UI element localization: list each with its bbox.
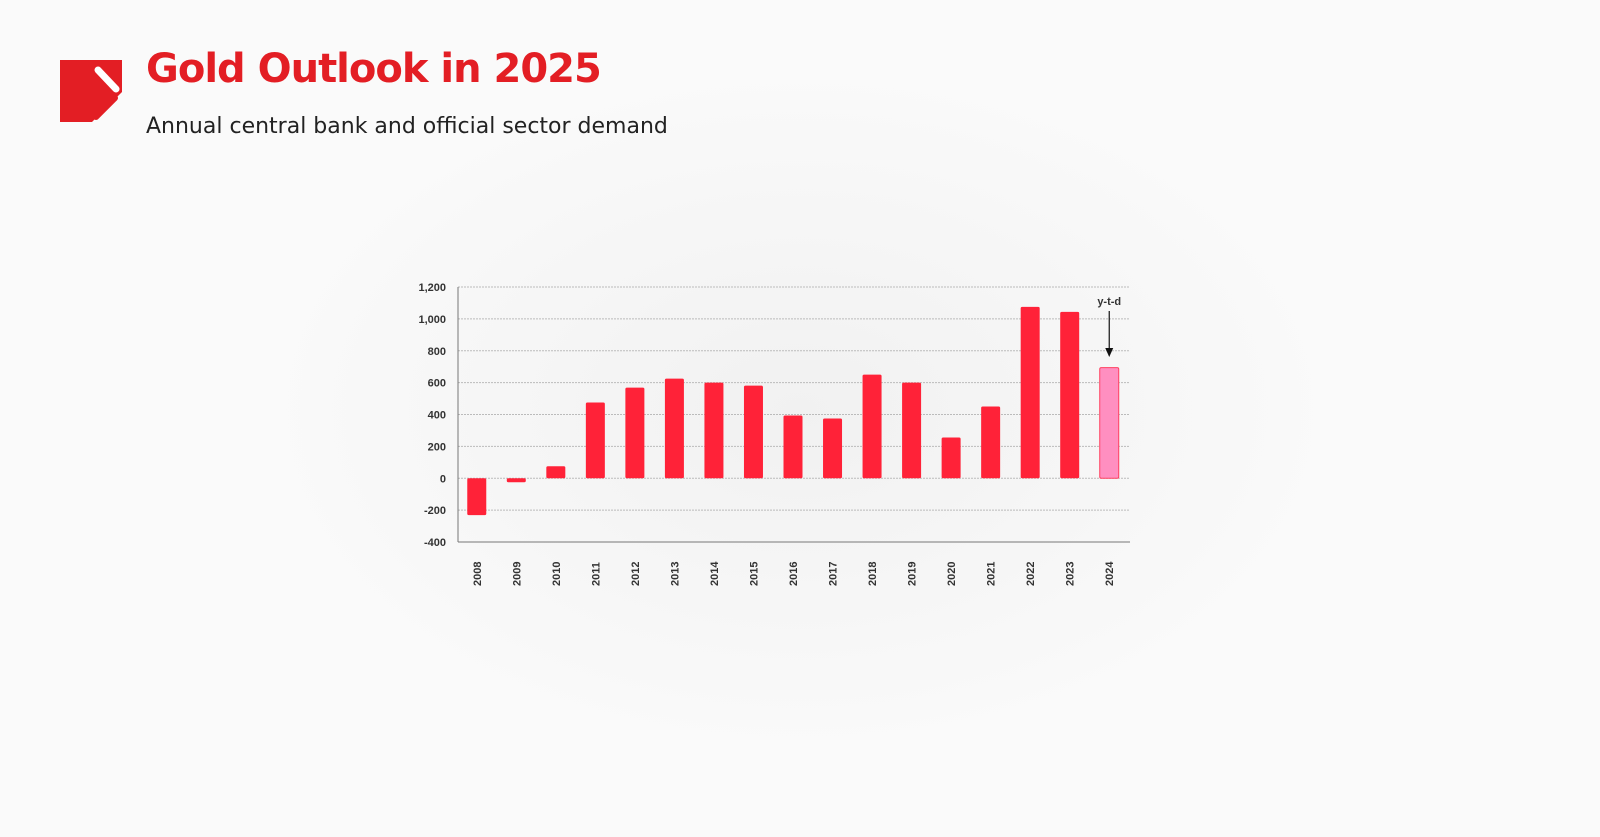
x-tick-label: 2016 <box>788 562 800 586</box>
brand-logo <box>60 60 122 122</box>
x-tick-label: 2011 <box>590 562 602 586</box>
y-tick-label: 800 <box>428 346 446 358</box>
x-tick-label: 2019 <box>907 562 919 586</box>
bar-2017 <box>823 418 843 479</box>
page-title: Gold Outlook in 2025 <box>146 46 602 92</box>
background-decoration <box>250 60 1350 760</box>
x-tick-label: 2017 <box>828 562 840 586</box>
y-tick-label: 1,200 <box>418 282 446 294</box>
bar-2013 <box>664 378 684 479</box>
bar-2022 <box>1020 306 1040 479</box>
bar-2019 <box>902 382 922 479</box>
x-tick-label: 2018 <box>867 562 879 586</box>
y-tick-label: 0 <box>440 473 446 485</box>
page-subtitle: Annual central bank and official sector … <box>146 114 668 139</box>
x-tick-label: 2014 <box>709 561 721 586</box>
bar-2011 <box>585 402 605 479</box>
bar-2010 <box>546 466 566 479</box>
bar-2023 <box>1060 311 1080 479</box>
y-tick-label: 1,000 <box>418 314 446 326</box>
x-tick-label: 2023 <box>1065 562 1077 586</box>
x-tick-label: 2021 <box>986 562 998 586</box>
bar-2020 <box>941 437 961 479</box>
y-tick-label: 600 <box>428 378 446 390</box>
bar-2008 <box>467 478 487 516</box>
x-tick-label: 2015 <box>748 562 760 586</box>
y-tick-label: -400 <box>424 537 446 549</box>
x-tick-label: 2024 <box>1104 561 1116 586</box>
bar-2018 <box>862 374 882 479</box>
arrow-head-icon <box>1105 348 1114 357</box>
y-tick-label: -200 <box>424 505 446 517</box>
bar-2014 <box>704 382 724 479</box>
y-tick-label: 200 <box>428 441 446 453</box>
ytd-annotation: y-t-d <box>1097 296 1121 308</box>
x-tick-label: 2012 <box>630 562 642 586</box>
x-tick-label: 2013 <box>669 562 681 586</box>
x-tick-label: 2020 <box>946 562 958 586</box>
bar-2021 <box>981 406 1001 479</box>
y-tick-label: 400 <box>428 410 446 422</box>
bar-2015 <box>743 385 763 479</box>
bar-2016 <box>783 415 803 479</box>
x-tick-label: 2022 <box>1025 562 1037 586</box>
bar-2024 <box>1099 367 1120 479</box>
x-tick-label: 2010 <box>551 562 563 586</box>
x-tick-label: 2008 <box>472 562 484 586</box>
x-tick-label: 2009 <box>511 562 523 586</box>
bar-2009 <box>506 478 526 483</box>
bar-2012 <box>625 387 645 479</box>
